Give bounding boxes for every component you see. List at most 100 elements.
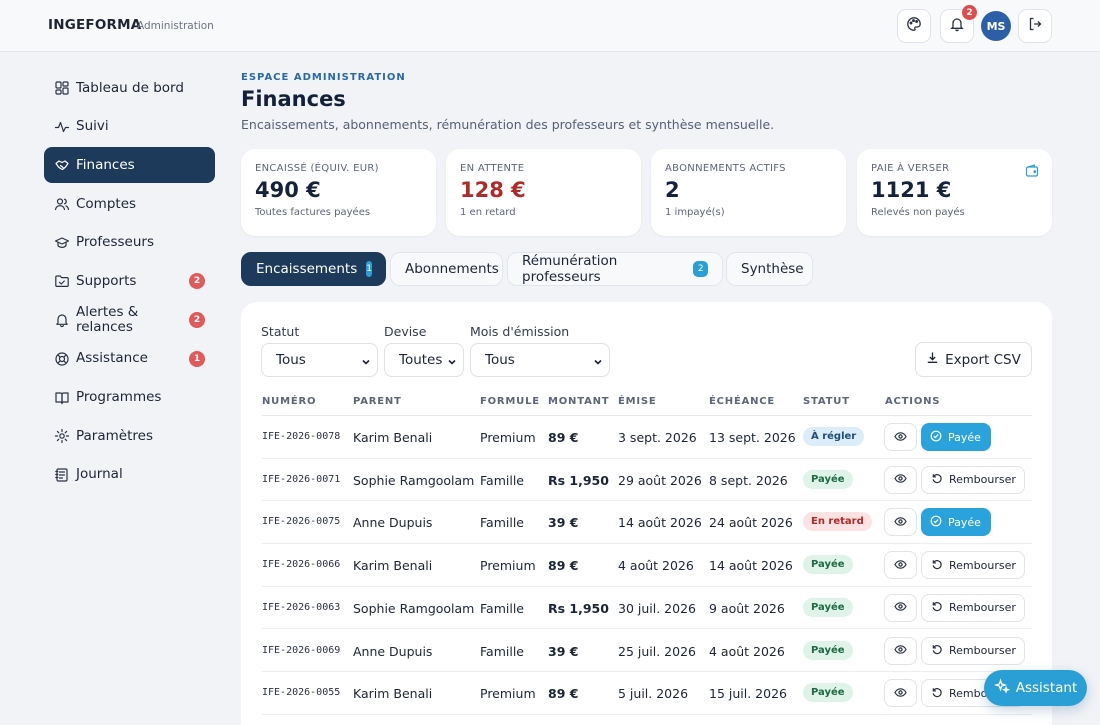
sidebar-item-label: Paramètres <box>76 427 153 444</box>
action-label: Rembourser <box>949 601 1016 615</box>
sidebar-badge: 1 <box>189 350 205 367</box>
table-row[interactable]: IFE-2026-0075 Anne Dupuis Famille 39 € 14 ao… <box>262 501 1032 545</box>
view-button[interactable] <box>884 636 917 665</box>
kpi-label: EN ATTENTE <box>460 163 525 174</box>
notifications-button[interactable]: 2 <box>940 5 977 43</box>
mark-paid-button[interactable]: Payée <box>921 508 991 537</box>
sidebar-item-alertes-relances[interactable]: Alertes & relances 2 <box>44 302 215 338</box>
view-button[interactable] <box>884 423 917 451</box>
month-filter-select[interactable]: Tous <box>470 343 610 377</box>
handshake-icon <box>54 157 70 173</box>
undo-icon <box>931 472 943 487</box>
sidebar-item-professeurs[interactable]: Professeurs <box>44 225 215 261</box>
view-button[interactable] <box>884 593 917 622</box>
column-header[interactable]: FORMULE <box>480 396 540 407</box>
status-filter-select[interactable]: Tous <box>261 343 378 377</box>
parent-name: Karim Benali <box>353 430 433 445</box>
sidebar-item-tableau-de-bord[interactable]: Tableau de bord <box>44 70 215 106</box>
tab-abonnements[interactable]: Abonnements <box>390 252 503 286</box>
view-button[interactable] <box>884 508 917 537</box>
invoice-number: IFE-2026-0075 <box>262 516 341 528</box>
tab-remuneration[interactable]: Rémunération professeurs 2 <box>507 252 723 286</box>
kpi-note: 1 en retard <box>460 207 516 218</box>
invoices-panel: Statut Tous Devise Toutes Mois d'émissio… <box>241 302 1052 725</box>
users-icon <box>54 196 70 212</box>
sidebar-item-parametres[interactable]: Paramètres <box>44 418 215 454</box>
column-header[interactable]: MONTANT <box>548 396 610 407</box>
view-button[interactable] <box>884 465 917 494</box>
view-button[interactable] <box>884 551 917 580</box>
sidebar-item-label: Suivi <box>76 118 109 135</box>
sidebar-item-supports[interactable]: Supports 2 <box>44 263 215 299</box>
activity-icon <box>54 119 70 135</box>
theme-button[interactable] <box>897 9 931 43</box>
column-header[interactable]: ÉCHÉANCE <box>709 396 776 407</box>
issued-date: 25 juil. 2026 <box>618 643 696 659</box>
export-csv-button[interactable]: Export CSV <box>915 342 1032 377</box>
refund-button[interactable]: Rembourser <box>921 465 1025 494</box>
sidebar-item-label: Programmes <box>76 389 162 405</box>
table-row[interactable]: IFE-2026-0055 Karim Benali Premium 89 € 5 ju… <box>262 672 1032 715</box>
download-icon <box>926 351 939 368</box>
dashboard-icon <box>54 80 70 96</box>
column-header[interactable]: NUMÉRO <box>262 396 317 407</box>
sidebar-item-comptes[interactable]: Comptes <box>44 186 215 222</box>
folder-icon <box>54 273 70 289</box>
sidebar-item-programmes[interactable]: Programmes <box>44 380 215 416</box>
avatar[interactable]: MS <box>981 11 1011 41</box>
tab-encaissements[interactable]: Encaissements 1 <box>241 252 386 286</box>
palette-icon <box>906 16 922 36</box>
chevron-down-icon <box>447 355 457 371</box>
status-badge: Payée <box>803 640 853 660</box>
action-label: Payée <box>948 430 981 444</box>
currency-filter-select[interactable]: Toutes <box>384 343 464 377</box>
table-row[interactable]: IFE-2026-0071 Sophie Ramgoolam Famille Rs 1… <box>262 459 1032 502</box>
column-header[interactable]: PARENT <box>353 396 402 407</box>
table-row[interactable]: IFE-2026-0078 Karim Benali Premium 89 € 3 se… <box>262 416 1032 459</box>
issued-date: 3 sept. 2026 <box>618 430 697 445</box>
invoice-number: IFE-2026-0063 <box>262 601 341 613</box>
parent-name: Anne Dupuis <box>353 643 433 659</box>
brand-logo[interactable]: INGEFORMA <box>48 17 142 33</box>
invoice-number: IFE-2026-0055 <box>262 687 341 699</box>
view-button[interactable] <box>884 679 917 708</box>
sidebar-item-label: Journal <box>76 466 123 483</box>
sidebar-item-journal[interactable]: Journal <box>44 457 215 493</box>
amount: 39 € <box>548 643 579 659</box>
logout-button[interactable] <box>1018 9 1052 43</box>
kpi-card-collected: ENCAISSÉ (ÉQUIV. EUR) 490 € Toutes factu… <box>241 149 436 236</box>
eye-icon <box>894 598 907 617</box>
table-row[interactable]: IFE-2026-0063 Sophie Ramgoolam Famille Rs 1… <box>262 587 1032 630</box>
status-badge: Payée <box>803 469 853 489</box>
sidebar-badge: 2 <box>189 273 205 290</box>
issued-date: 29 août 2026 <box>618 472 702 488</box>
refund-button[interactable]: Rembourser <box>921 593 1025 622</box>
notifications-badge: 2 <box>962 5 977 20</box>
check-circle-icon <box>930 515 942 530</box>
column-header[interactable]: STATUT <box>803 396 850 407</box>
table-row[interactable]: IFE-2026-0066 Karim Benali Premium 89 € 4 ao… <box>262 544 1032 587</box>
plan-name: Premium <box>480 430 536 445</box>
amount: 89 € <box>548 430 579 445</box>
sidebar-item-finances[interactable]: Finances <box>44 147 215 184</box>
tab-synthese[interactable]: Synthèse <box>726 252 813 286</box>
sparkles-icon <box>993 678 1010 698</box>
sidebar-item-assistance[interactable]: Assistance 1 <box>44 341 215 377</box>
sidebar: Tableau de bord Suivi Finances Comptes Profe… <box>44 70 215 496</box>
sidebar-item-suivi[interactable]: Suivi <box>44 109 215 145</box>
sidebar-item-label: Alertes & relances <box>76 304 139 336</box>
page-subtitle: Encaissements, abonnements, rémunération… <box>241 117 775 132</box>
tab-label: Synthèse <box>741 261 804 277</box>
invoice-number: IFE-2026-0071 <box>262 473 341 485</box>
table-row[interactable]: IFE-2026-0069 Anne Dupuis Famille 39 € 25 ju… <box>262 630 1032 673</box>
refund-button[interactable]: Rembourser <box>921 551 1025 580</box>
amount: Rs 1,950 <box>548 600 609 616</box>
column-header[interactable]: ÉMISE <box>618 396 657 407</box>
eye-icon <box>894 470 907 489</box>
mark-paid-button[interactable]: Payée <box>921 423 991 451</box>
tab-badge: 1 <box>366 261 372 277</box>
action-label: Rembourser <box>949 558 1016 572</box>
check-circle-icon <box>930 430 942 445</box>
refund-button[interactable]: Rembourser <box>921 636 1025 665</box>
assistant-button[interactable]: Assistant <box>984 670 1087 706</box>
